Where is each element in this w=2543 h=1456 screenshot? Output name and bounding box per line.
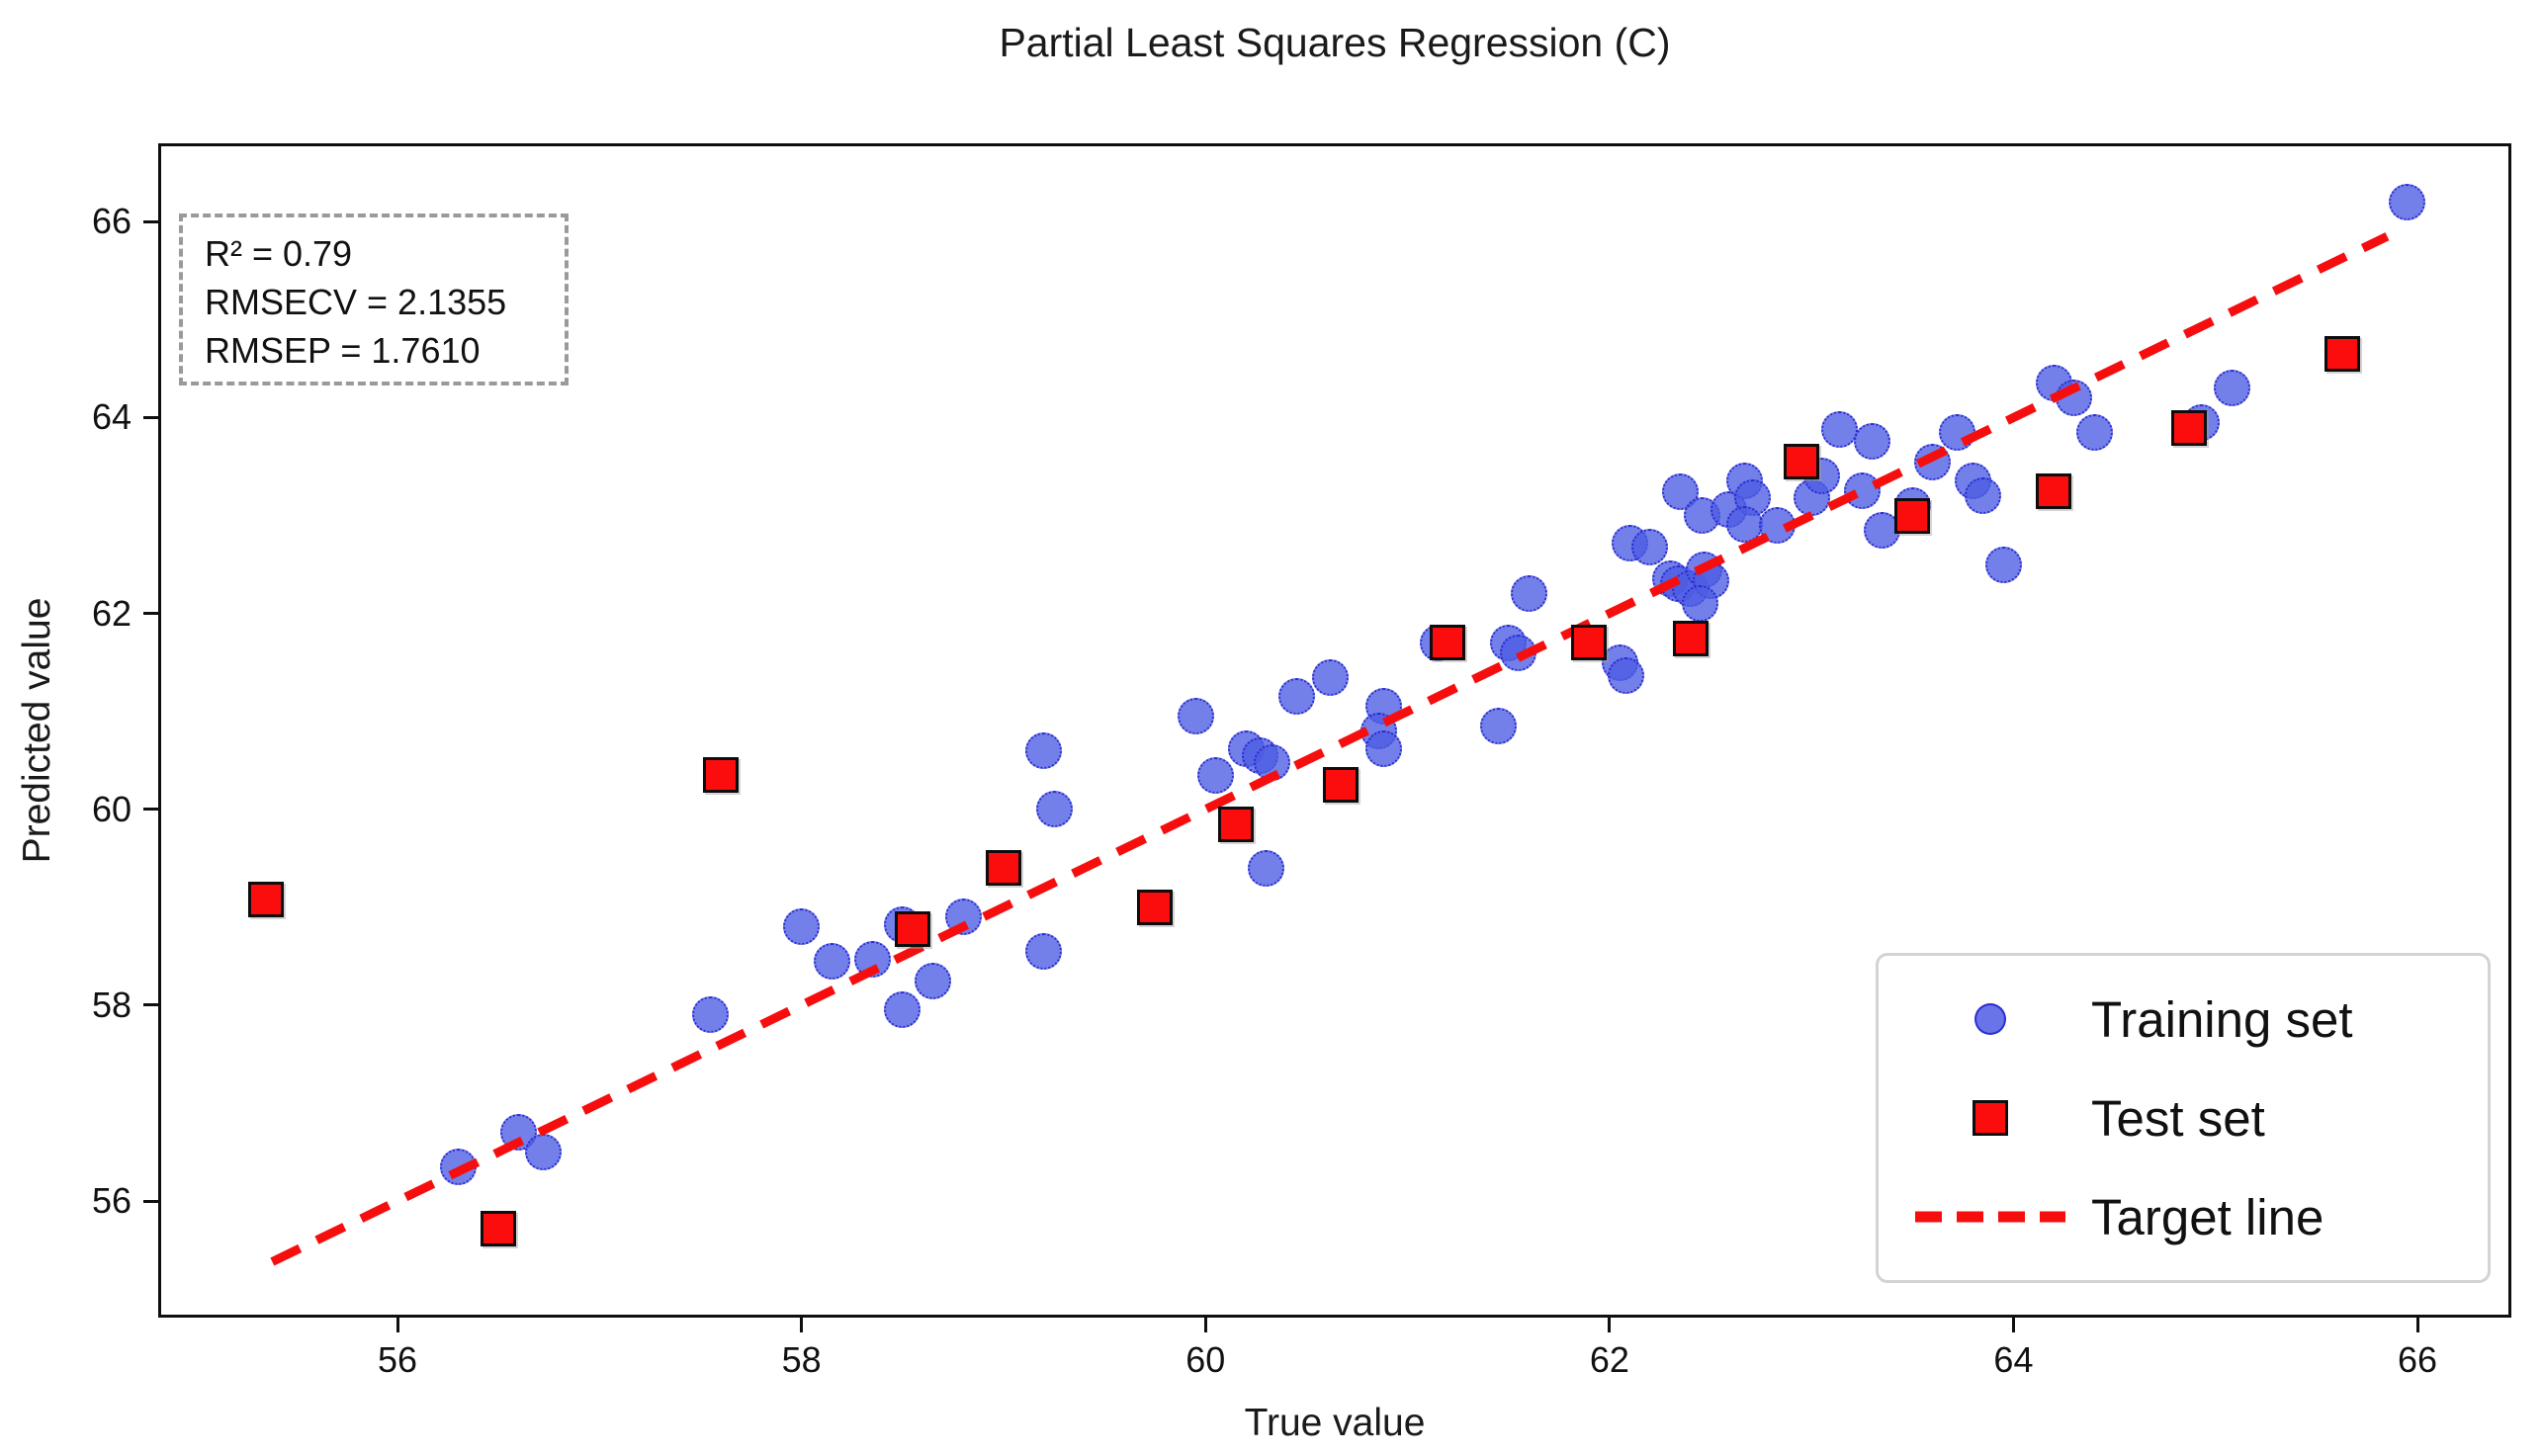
data-point-training bbox=[1843, 472, 1881, 510]
data-point-training bbox=[1938, 413, 1975, 451]
data-point-test bbox=[2324, 336, 2361, 373]
x-tick-label: 66 bbox=[2398, 1339, 2438, 1380]
data-point-test bbox=[985, 850, 1021, 887]
data-point-training bbox=[1035, 791, 1073, 828]
legend-label-target-line: Target line bbox=[2091, 1188, 2324, 1245]
data-point-test bbox=[2036, 472, 2072, 509]
data-point-training bbox=[1312, 658, 1350, 696]
data-point-training bbox=[884, 991, 921, 1029]
data-point-test bbox=[481, 1210, 517, 1246]
y-tick-label: 62 bbox=[91, 592, 132, 634]
y-tick-label: 56 bbox=[91, 1180, 132, 1222]
data-point-training bbox=[1254, 743, 1291, 781]
data-point-training bbox=[1277, 678, 1315, 716]
x-tick-label: 60 bbox=[1185, 1339, 1226, 1380]
x-tick-label: 62 bbox=[1589, 1339, 1629, 1380]
legend: Training set Test set Target line bbox=[1876, 953, 2491, 1283]
data-point-test bbox=[1783, 444, 1819, 480]
data-point-test bbox=[702, 757, 739, 794]
x-tick-mark bbox=[1608, 1318, 1612, 1332]
data-point-training bbox=[2213, 370, 2250, 407]
data-point-training bbox=[783, 908, 821, 946]
chart-title: Partial Least Squares Regression (C) bbox=[999, 20, 1671, 65]
x-tick-label: 58 bbox=[781, 1339, 822, 1380]
data-point-training bbox=[1853, 422, 1890, 460]
y-tick-mark bbox=[143, 612, 158, 616]
x-tick-label: 56 bbox=[378, 1339, 418, 1380]
x-tick-mark bbox=[2011, 1318, 2015, 1332]
data-point-training bbox=[1682, 585, 1719, 623]
legend-item-training-set: Training set bbox=[1888, 972, 2478, 1067]
data-point-training bbox=[1248, 849, 1285, 887]
data-point-training bbox=[1965, 477, 2002, 515]
x-tick-mark bbox=[2415, 1318, 2419, 1332]
data-point-training bbox=[1984, 546, 2022, 583]
data-point-test bbox=[1323, 766, 1359, 803]
y-tick-label: 66 bbox=[91, 201, 132, 242]
stats-rmsecv: RMSECV = 2.1355 bbox=[205, 282, 507, 322]
legend-label-test-set: Test set bbox=[2091, 1089, 2265, 1147]
data-point-training bbox=[1025, 731, 1063, 769]
y-tick-mark bbox=[143, 415, 158, 419]
data-point-test bbox=[1571, 625, 1608, 661]
x-tick-mark bbox=[800, 1318, 804, 1332]
data-point-training bbox=[1196, 756, 1234, 794]
data-point-test bbox=[1672, 621, 1709, 657]
legend-label-training-set: Training set bbox=[2091, 990, 2353, 1048]
stats-box: R² = 0.79 RMSECV = 2.1355 RMSEP = 1.7610 bbox=[179, 214, 569, 385]
legend-item-test-set: Test set bbox=[1888, 1071, 2478, 1165]
target-line-marker-icon bbox=[1914, 1211, 2065, 1223]
data-point-test bbox=[2171, 410, 2208, 447]
data-point-test bbox=[1217, 806, 1254, 842]
x-tick-mark bbox=[1203, 1318, 1207, 1332]
data-point-training bbox=[2075, 413, 2113, 451]
data-point-training bbox=[692, 996, 730, 1034]
data-point-training bbox=[1479, 708, 1517, 745]
x-tick-label: 64 bbox=[1993, 1339, 2034, 1380]
data-point-test bbox=[895, 910, 930, 947]
data-point-training bbox=[1364, 729, 1402, 767]
data-point-test bbox=[248, 881, 285, 917]
test-set-marker-icon bbox=[1972, 1100, 2008, 1136]
data-point-training bbox=[2389, 183, 2426, 220]
data-point-training bbox=[914, 962, 951, 999]
x-tick-mark bbox=[395, 1318, 399, 1332]
training-set-marker-icon bbox=[1973, 1003, 2006, 1035]
data-point-test bbox=[1137, 889, 1174, 925]
y-tick-mark bbox=[143, 219, 158, 223]
y-tick-label: 64 bbox=[91, 396, 132, 438]
stats-r2: R² = 0.79 bbox=[205, 233, 353, 274]
plot-area: R² = 0.79 RMSECV = 2.1355 RMSEP = 1.7610… bbox=[158, 143, 2511, 1318]
legend-item-target-line: Target line bbox=[1888, 1169, 2478, 1264]
data-point-training bbox=[813, 942, 850, 980]
data-point-training bbox=[1661, 473, 1699, 511]
data-point-test bbox=[1430, 625, 1466, 661]
data-point-training bbox=[1607, 656, 1644, 694]
data-point-training bbox=[1631, 528, 1669, 565]
data-point-training bbox=[1177, 698, 1214, 735]
y-tick-label: 60 bbox=[91, 788, 132, 829]
y-tick-label: 58 bbox=[91, 984, 132, 1025]
data-point-training bbox=[1726, 505, 1764, 543]
data-point-training bbox=[1510, 575, 1547, 613]
stats-rmsep: RMSEP = 1.7610 bbox=[205, 330, 481, 371]
y-tick-mark bbox=[143, 808, 158, 812]
x-axis-label: True value bbox=[1244, 1402, 1426, 1444]
y-tick-mark bbox=[143, 1003, 158, 1007]
y-tick-mark bbox=[143, 1199, 158, 1203]
data-point-test bbox=[1894, 497, 1931, 534]
data-point-training bbox=[1025, 932, 1063, 970]
data-point-training bbox=[1821, 410, 1859, 448]
